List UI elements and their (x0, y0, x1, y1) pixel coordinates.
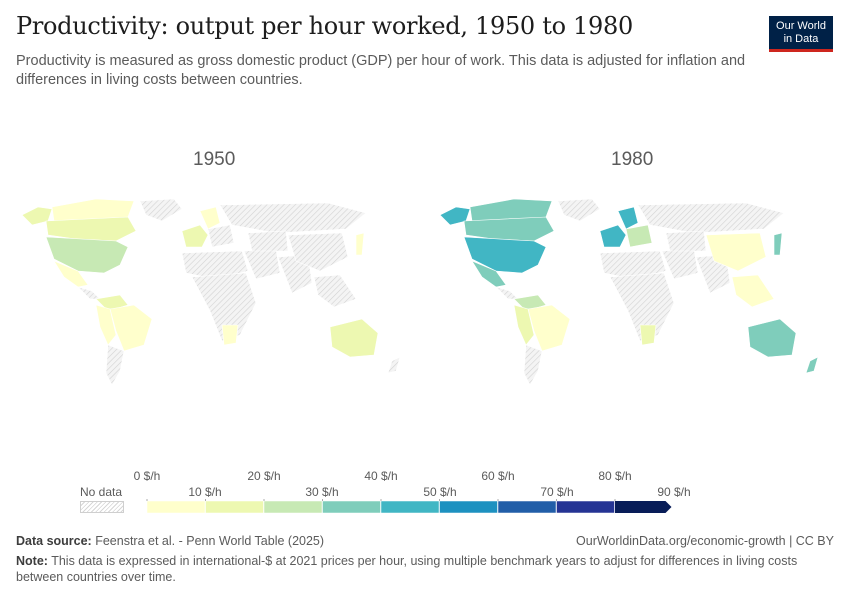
region-southeast-asia[interactable] (731, 274, 775, 308)
region-central-america[interactable] (76, 286, 101, 300)
region-andes[interactable] (95, 304, 117, 346)
chart-subtitle: Productivity is measured as gross domest… (16, 53, 746, 88)
map-title-1950: 1950 (193, 149, 236, 170)
region-central-america[interactable] (494, 286, 519, 300)
legend-bin-8[interactable] (615, 501, 672, 513)
footer-source-text[interactable]: Feenstra et al. - Penn World Table (2025… (95, 534, 325, 548)
legend-bin-6[interactable] (497, 500, 557, 514)
region-sub-saharan-africa[interactable] (609, 272, 675, 342)
region-mexico[interactable] (53, 260, 89, 288)
legend-bin-4[interactable] (380, 500, 440, 514)
footer-note-text: This data is expressed in international-… (16, 554, 798, 584)
footer-source: Data source: Feenstra et al. - Penn Worl… (16, 534, 324, 548)
legend-tick-70: 70 $/h (540, 485, 574, 499)
region-southern-africa[interactable] (639, 324, 657, 346)
region-western-europe[interactable] (181, 224, 209, 248)
legend-tick-0: 0 $/h (133, 469, 161, 483)
legend-tick-40: 40 $/h (364, 469, 398, 483)
legend-color-bar[interactable] (140, 499, 740, 515)
chart-title: Productivity: output per hour worked, 19… (16, 12, 633, 40)
region-australia[interactable] (329, 318, 379, 358)
legend-bin-1[interactable] (205, 500, 264, 514)
region-greenland[interactable] (557, 198, 601, 222)
map-title-1980: 1980 (611, 149, 654, 170)
legend-tick-30: 30 $/h (305, 485, 339, 499)
legend-tick-20: 20 $/h (247, 469, 281, 483)
legend-no-data-swatch[interactable] (80, 501, 124, 513)
region-alaska[interactable] (21, 206, 53, 226)
region-russia[interactable] (219, 202, 367, 234)
region-eastern-europe[interactable] (625, 224, 653, 248)
legend-bin-5[interactable] (439, 500, 498, 514)
region-usa[interactable] (463, 236, 547, 274)
region-china[interactable] (287, 232, 349, 272)
region-usa[interactable] (45, 236, 129, 274)
region-southeast-asia[interactable] (313, 274, 357, 308)
region-andes[interactable] (513, 304, 535, 346)
logo-line-1: Our World (776, 20, 826, 32)
legend-tick-10: 10 $/h (188, 485, 222, 499)
region-scandinavia[interactable] (199, 206, 221, 230)
legend-tick-60: 60 $/h (481, 469, 515, 483)
footer-note-label: Note: (16, 554, 48, 568)
logo-line-2: in Data (783, 33, 819, 45)
region-eastern-europe[interactable] (207, 224, 235, 248)
region-greenland[interactable] (139, 198, 183, 222)
region-mexico[interactable] (471, 260, 507, 288)
world-map-1950[interactable] (16, 195, 416, 390)
region-japan[interactable] (773, 232, 783, 256)
region-russia[interactable] (637, 202, 785, 234)
legend-bin-2[interactable] (263, 500, 323, 514)
footer-source-label: Data source: (16, 534, 92, 548)
world-map-1980[interactable] (434, 195, 834, 390)
footer-note: Note: This data is expressed in internat… (16, 553, 831, 585)
region-middle-east[interactable] (243, 248, 281, 280)
region-canada[interactable] (463, 216, 555, 242)
region-central-asia[interactable] (247, 230, 289, 252)
region-argentina[interactable] (105, 344, 125, 386)
region-sub-saharan-africa[interactable] (191, 272, 257, 342)
region-scandinavia[interactable] (617, 206, 639, 230)
region-argentina[interactable] (523, 344, 543, 386)
legend-bin-3[interactable] (322, 500, 381, 514)
legend-bin-7[interactable] (556, 500, 615, 514)
legend-no-data-label: No data (80, 485, 123, 499)
region-new-zealand[interactable] (805, 356, 819, 374)
region-middle-east[interactable] (661, 248, 699, 280)
legend-tick-80: 80 $/h (598, 469, 632, 483)
legend-tick-50: 50 $/h (423, 485, 457, 499)
region-brazil[interactable] (527, 304, 571, 352)
region-japan[interactable] (355, 232, 365, 256)
footer-link[interactable]: OurWorldinData.org/economic-growth | CC … (576, 534, 834, 548)
region-alaska[interactable] (439, 206, 471, 226)
legend-tick-90: 90 $/h (657, 485, 691, 499)
region-brazil[interactable] (109, 304, 153, 352)
legend-bin-0[interactable] (146, 500, 206, 514)
region-canada[interactable] (45, 216, 137, 242)
region-new-zealand[interactable] (387, 356, 401, 374)
region-china[interactable] (705, 232, 767, 272)
region-central-asia[interactable] (665, 230, 707, 252)
region-australia[interactable] (747, 318, 797, 358)
region-western-europe[interactable] (599, 224, 627, 248)
owid-logo[interactable]: Our World in Data (769, 16, 833, 52)
region-southern-africa[interactable] (221, 324, 239, 346)
